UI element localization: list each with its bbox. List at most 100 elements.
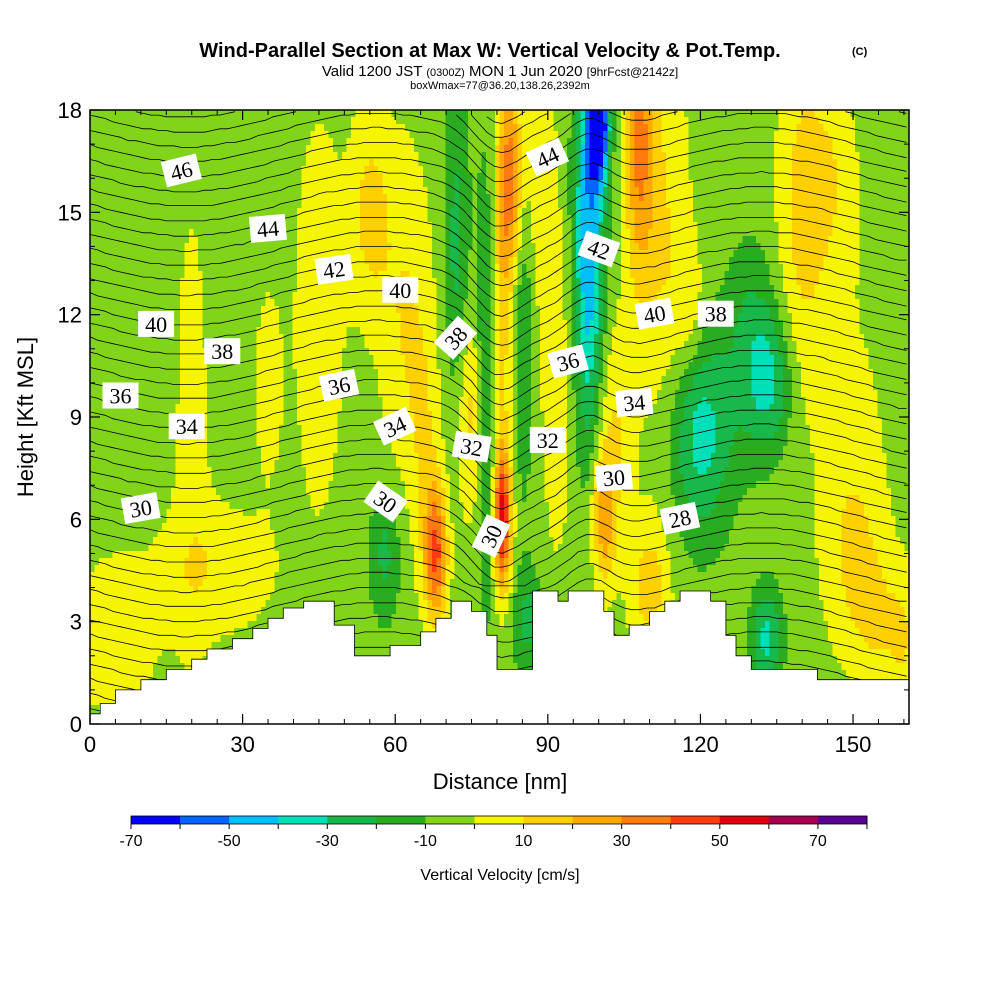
velocity-cell — [837, 278, 843, 286]
velocity-cell — [418, 152, 424, 160]
velocity-cell — [630, 131, 636, 139]
velocity-cell — [495, 271, 501, 279]
velocity-cell — [306, 222, 312, 230]
velocity-cell — [553, 215, 559, 223]
velocity-cell — [310, 278, 316, 286]
velocity-cell — [769, 229, 775, 237]
velocity-cell — [202, 194, 208, 202]
velocity-cell — [346, 117, 352, 125]
velocity-cell — [423, 145, 429, 153]
velocity-cell — [310, 173, 316, 181]
velocity-cell — [873, 159, 879, 167]
velocity-cell — [468, 201, 474, 209]
velocity-cell — [238, 187, 244, 195]
velocity-cell — [216, 208, 222, 216]
velocity-cell — [162, 257, 168, 265]
velocity-cell — [139, 117, 145, 125]
velocity-cell — [729, 117, 735, 125]
velocity-cell — [765, 152, 771, 160]
velocity-cell — [202, 292, 208, 300]
velocity-cell — [774, 131, 780, 139]
velocity-cell — [810, 187, 816, 195]
velocity-cell — [558, 117, 564, 125]
velocity-cell — [337, 208, 343, 216]
velocity-cell — [670, 131, 676, 139]
velocity-cell — [112, 201, 118, 209]
velocity-cell — [832, 201, 838, 209]
velocity-cell — [855, 285, 861, 293]
velocity-cell — [549, 208, 555, 216]
velocity-cell — [549, 131, 555, 139]
velocity-cell — [855, 194, 861, 202]
velocity-cell — [778, 257, 784, 265]
velocity-cell — [634, 264, 640, 272]
subtitle-fcst: [9hrFcst@2142z] — [587, 65, 679, 79]
velocity-cell — [193, 187, 199, 195]
velocity-cell — [621, 285, 627, 293]
velocity-cell — [877, 201, 883, 209]
velocity-cell — [513, 159, 519, 167]
velocity-cell — [684, 131, 690, 139]
velocity-cell — [414, 236, 420, 244]
velocity-cell — [144, 257, 150, 265]
velocity-cell — [499, 145, 505, 153]
velocity-cell — [886, 194, 892, 202]
velocity-cell — [558, 229, 564, 237]
velocity-cell — [751, 243, 757, 251]
velocity-cell — [166, 152, 172, 160]
velocity-cell — [229, 159, 235, 167]
velocity-cell — [112, 229, 118, 237]
velocity-cell — [265, 208, 271, 216]
velocity-cell — [751, 194, 757, 202]
velocity-cell — [630, 152, 636, 160]
velocity-cell — [738, 124, 744, 132]
velocity-cell — [571, 264, 577, 272]
velocity-cell — [846, 278, 852, 286]
velocity-cell — [792, 166, 798, 174]
velocity-cell — [864, 264, 870, 272]
velocity-cell — [162, 229, 168, 237]
velocity-cell — [751, 271, 757, 279]
velocity-cell — [864, 152, 870, 160]
velocity-cell — [900, 180, 906, 188]
velocity-cell — [351, 131, 357, 139]
velocity-cell — [225, 292, 231, 300]
velocity-cell — [855, 264, 861, 272]
velocity-cell — [94, 299, 100, 307]
velocity-cell — [688, 215, 694, 223]
velocity-cell — [747, 166, 753, 174]
velocity-cell — [526, 138, 532, 146]
velocity-cell — [513, 201, 519, 209]
velocity-cell — [346, 145, 352, 153]
velocity-cell — [256, 194, 262, 202]
velocity-cell — [292, 131, 298, 139]
velocity-cell — [886, 243, 892, 251]
velocity-cell — [306, 250, 312, 258]
velocity-cell — [454, 271, 460, 279]
velocity-cell — [373, 117, 379, 125]
velocity-cell — [553, 180, 559, 188]
velocity-cell — [828, 159, 834, 167]
velocity-cell — [450, 152, 456, 160]
velocity-cell — [697, 117, 703, 125]
velocity-cell — [117, 124, 123, 132]
velocity-cell — [252, 138, 258, 146]
velocity-cell — [198, 208, 204, 216]
velocity-cell — [486, 257, 492, 265]
velocity-cell — [144, 117, 150, 125]
velocity-cell — [859, 292, 865, 300]
velocity-cell — [796, 117, 802, 125]
velocity-cell — [747, 159, 753, 167]
velocity-cell — [171, 271, 177, 279]
velocity-cell — [418, 145, 424, 153]
velocity-cell — [733, 117, 739, 125]
velocity-cell — [895, 292, 901, 300]
velocity-cell — [580, 208, 586, 216]
velocity-cell — [292, 138, 298, 146]
velocity-cell — [486, 173, 492, 181]
velocity-cell — [828, 166, 834, 174]
velocity-cell — [184, 299, 190, 307]
velocity-cell — [693, 292, 699, 300]
velocity-cell — [828, 201, 834, 209]
velocity-cell — [139, 236, 145, 244]
